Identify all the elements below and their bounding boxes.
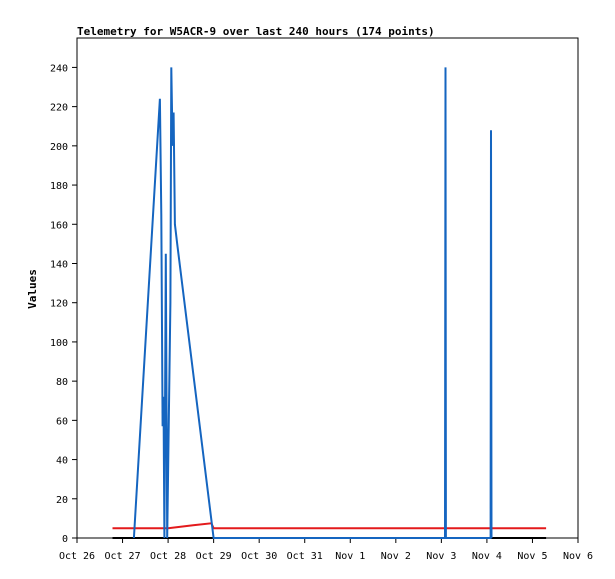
x-tick-label: Oct 26 <box>59 551 95 562</box>
y-tick-label: 200 <box>50 142 68 153</box>
y-tick-label: 40 <box>56 456 68 467</box>
series-layer <box>112 67 547 539</box>
x-tick-label: Oct 29 <box>196 551 232 562</box>
y-tick-label: 240 <box>50 63 68 74</box>
x-tick-label: Nov 5 <box>517 551 547 562</box>
x-tick-label: Nov 4 <box>472 551 502 562</box>
y-axis-label: Values <box>26 269 39 309</box>
x-tick-label: Oct 28 <box>150 551 186 562</box>
y-tick-label: 180 <box>50 181 68 192</box>
series-line-3 <box>132 67 493 539</box>
x-tick-label: Nov 2 <box>381 551 411 562</box>
y-tick-label: 20 <box>56 495 68 506</box>
chart-title: Telemetry for W5ACR-9 over last 240 hour… <box>77 25 435 38</box>
y-tick-label: 0 <box>62 534 68 545</box>
y-axis: 0 20 40 60 80 100 120 140 160 180 200 220 240 <box>50 63 77 545</box>
series-line-2 <box>112 522 547 530</box>
y-tick-label: 100 <box>50 338 68 349</box>
x-tick-label: Oct 27 <box>104 551 140 562</box>
y-tick-label: 80 <box>56 377 68 388</box>
x-tick-label: Oct 31 <box>287 551 323 562</box>
y-tick-label: 140 <box>50 259 68 270</box>
x-axis: Oct 26 Oct 27 Oct 28 Oct 29 Oct 30 Oct 31 Nov … <box>59 538 593 562</box>
y-tick-label: 160 <box>50 220 68 231</box>
x-tick-label: Oct 30 <box>241 551 277 562</box>
plot-area <box>76 37 579 539</box>
x-tick-label: Nov 3 <box>426 551 456 562</box>
y-tick-label: 120 <box>50 299 68 310</box>
x-tick-label: Nov 1 <box>335 551 365 562</box>
x-tick-label: Nov 6 <box>563 551 593 562</box>
y-tick-label: 220 <box>50 103 68 114</box>
y-tick-label: 60 <box>56 416 68 427</box>
